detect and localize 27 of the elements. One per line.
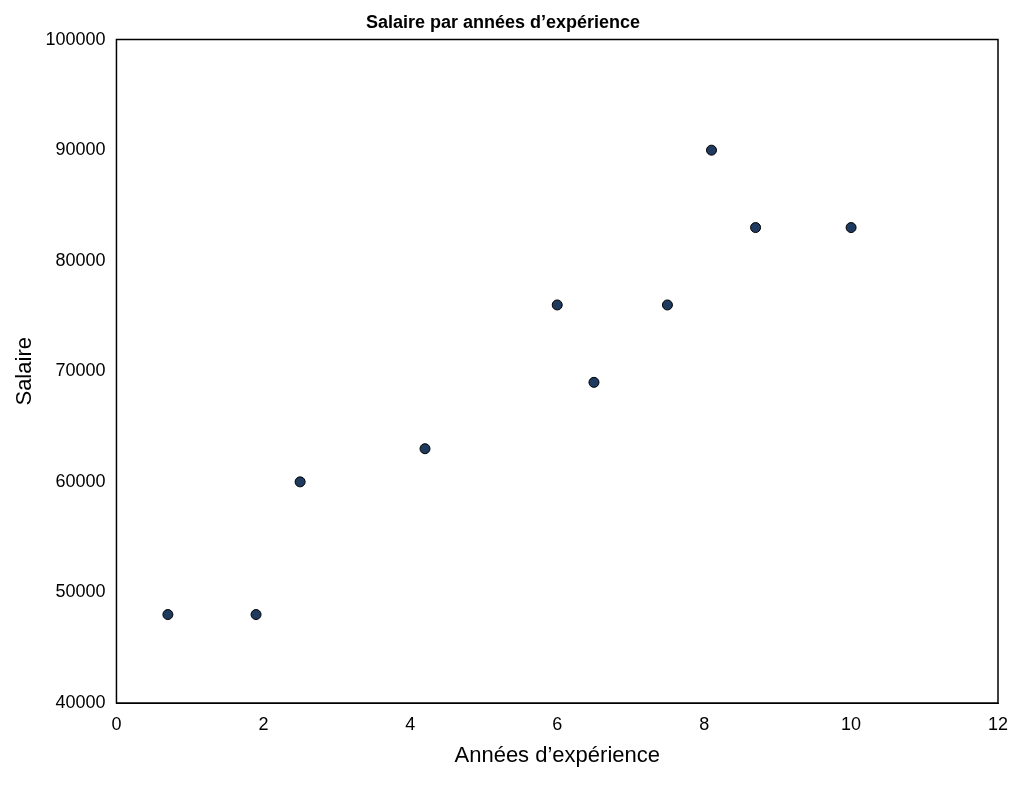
- point: [419, 443, 431, 455]
- point: [845, 222, 857, 234]
- chart-title: Salaire par années d’expérience: [365, 11, 641, 32]
- y-tick-label: 80000: [55, 249, 106, 270]
- x-tick-label: 8: [699, 713, 710, 734]
- y-tick-label: 100000: [45, 28, 106, 49]
- point: [551, 299, 563, 311]
- y-axis-title: Salaire: [11, 337, 37, 406]
- y-tick-label: 50000: [55, 581, 106, 602]
- x-tick-label: 10: [841, 713, 862, 734]
- y-tick-label: 60000: [55, 470, 106, 491]
- y-tick-label: 40000: [55, 691, 106, 712]
- point: [294, 476, 306, 488]
- y-tick-label: 70000: [55, 360, 106, 381]
- point: [162, 609, 174, 621]
- point: [661, 299, 673, 311]
- x-tick-label: 4: [405, 713, 416, 734]
- x-tick-label: 2: [258, 713, 269, 734]
- x-tick-label: 0: [111, 713, 122, 734]
- x-tick-label: 6: [552, 713, 563, 734]
- x-tick-label: 12: [987, 713, 1009, 734]
- point: [750, 222, 762, 234]
- point: [250, 609, 262, 621]
- point: [588, 376, 600, 388]
- y-tick-label: 90000: [55, 139, 106, 160]
- x-axis-title: Années d’expérience: [454, 741, 660, 767]
- point: [706, 144, 717, 156]
